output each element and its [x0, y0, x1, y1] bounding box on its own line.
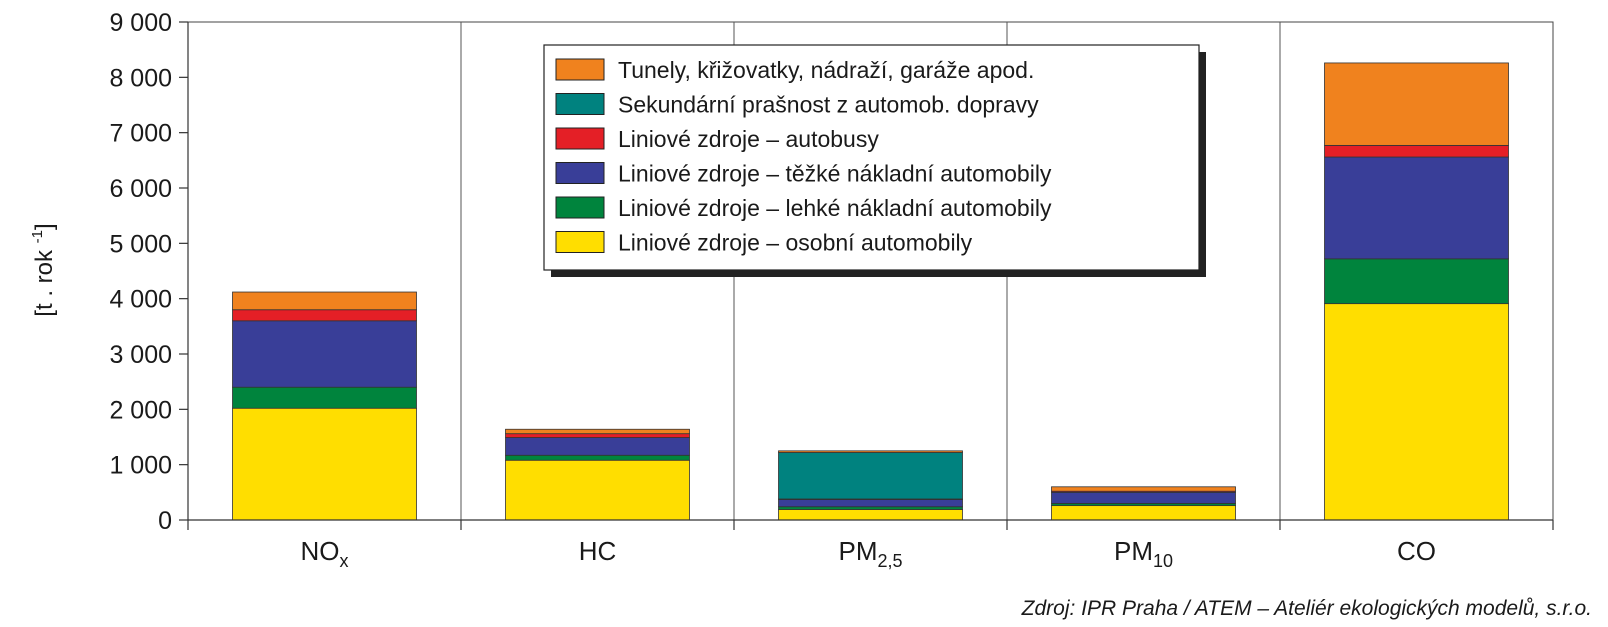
- y-tick-label: 7 000: [109, 120, 172, 148]
- bar-segment: [1051, 505, 1236, 521]
- y-tick-label: 4 000: [109, 286, 172, 314]
- y-axis-title-suffix: ]: [31, 223, 58, 230]
- source-note: Zdroj: IPR Praha / ATEM – Ateliér ekolog…: [1021, 597, 1592, 620]
- bar-segment: [778, 450, 963, 453]
- x-tick-label-base: HC: [579, 536, 617, 566]
- y-tick-label: 6 000: [109, 175, 172, 203]
- axes-group: 0 1 000 2 000 3 000 4 000 5 000 6 000 7 000 8 00…: [109, 9, 1554, 571]
- y-tick-label: 5 000: [109, 230, 172, 258]
- bar-segment: [505, 437, 690, 456]
- bar-segment: [232, 386, 417, 409]
- x-tick-label: HC: [579, 536, 617, 566]
- legend-swatch: [555, 93, 605, 115]
- legend-label: Liniové zdroje – osobní automobily: [618, 230, 973, 256]
- bar-segment: [1051, 491, 1236, 504]
- x-tick-label-base: PM: [838, 536, 877, 566]
- bar-segment: [232, 309, 417, 322]
- bar-segment: [505, 454, 690, 461]
- bar-segment: [505, 433, 690, 438]
- x-tick-label-base: NO: [301, 536, 340, 566]
- legend-label: Tunely, křižovatky, nádraží, garáže apod…: [618, 57, 1034, 83]
- bars-group: [232, 62, 1509, 521]
- bar-segment: [1324, 258, 1509, 305]
- x-tick-label-sub: 2,5: [877, 551, 902, 571]
- x-tick-label: PM10: [1114, 536, 1173, 571]
- legend-box: [543, 44, 1200, 271]
- legend-swatch: [555, 231, 605, 253]
- x-tick-label-sub: x: [340, 551, 349, 571]
- y-tick-label: 8 000: [109, 64, 172, 92]
- bar-segment: [1324, 62, 1509, 146]
- legend-swatch: [555, 127, 605, 150]
- legend-swatch: [555, 196, 605, 219]
- bar-segment: [778, 452, 963, 500]
- bar-segment: [778, 509, 963, 521]
- bar-segment: [232, 407, 417, 521]
- x-tick-label: NOx: [301, 536, 349, 571]
- bar-segment: [778, 499, 963, 508]
- y-tick-label: 1 000: [109, 452, 172, 480]
- y-tick-label: 2 000: [109, 396, 172, 424]
- y-tick-label: 0: [158, 507, 172, 535]
- bar-segment: [1051, 486, 1236, 492]
- y-tick-label: 3 000: [109, 341, 172, 369]
- legend-label: Sekundární prašnost z automob. dopravy: [618, 92, 1039, 118]
- legend-label: Liniové zdroje – autobusy: [618, 126, 879, 152]
- bar-segment: [1324, 303, 1509, 521]
- x-tick-label: CO: [1397, 536, 1436, 566]
- y-axis-title-sup: -1: [29, 230, 46, 243]
- legend: Tunely, křižovatky, nádraží, garáže apod…: [543, 44, 1206, 277]
- legend-swatch: [555, 162, 605, 184]
- x-tick-label-base: PM: [1114, 536, 1153, 566]
- legend-label: Liniové zdroje – těžké nákladní automobi…: [618, 161, 1052, 187]
- x-tick-label-base: CO: [1397, 536, 1436, 566]
- x-tick-label-sub: 10: [1153, 551, 1173, 571]
- bar-segment: [232, 320, 417, 388]
- y-axis-title-text: [t . rok: [31, 243, 58, 316]
- x-tick-label: PM2,5: [838, 536, 902, 571]
- bar-segment: [505, 428, 690, 435]
- bar-segment: [1324, 156, 1509, 260]
- y-axis-title: [t . rok -1]: [29, 223, 58, 316]
- bar-segment: [1324, 144, 1509, 158]
- bar-segment: [232, 291, 417, 311]
- y-tick-label: 9 000: [109, 9, 172, 37]
- bar-segment: [778, 506, 963, 510]
- legend-label: Liniové zdroje – lehké nákladní automobi…: [618, 195, 1052, 221]
- legend-swatch: [555, 58, 605, 81]
- bar-segment: [505, 459, 690, 521]
